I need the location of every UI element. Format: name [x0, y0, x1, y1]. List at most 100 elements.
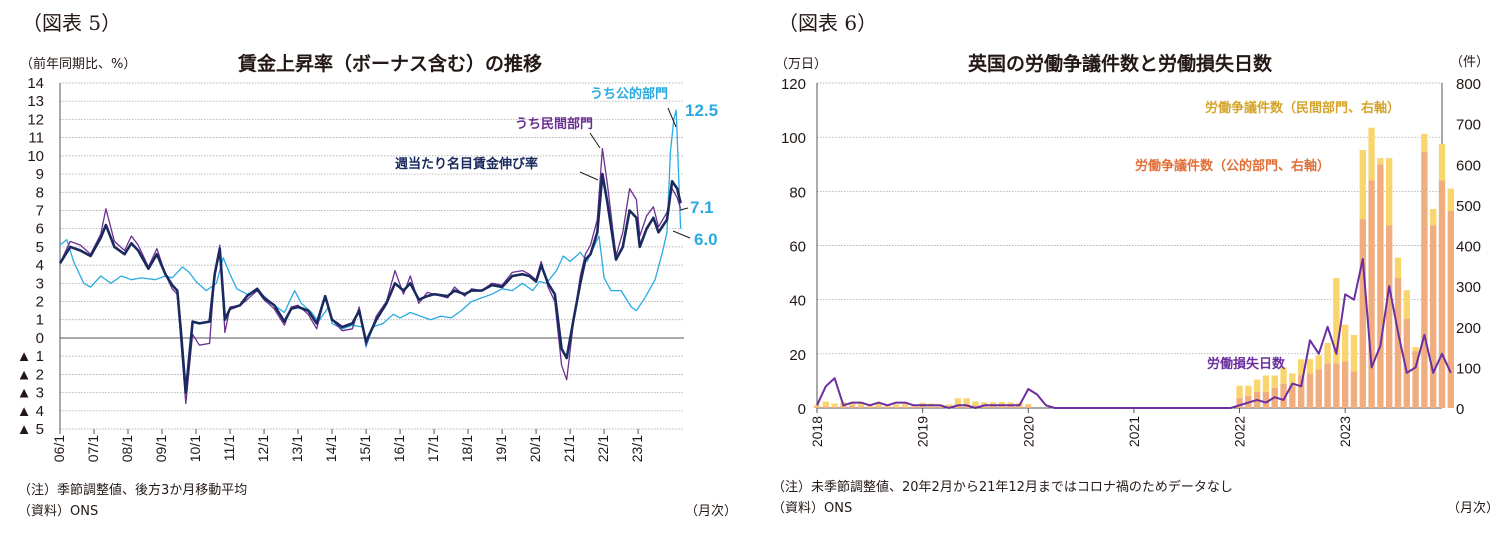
- bar-public-3: [840, 405, 847, 408]
- bar-private-72: [1447, 188, 1454, 211]
- y-tick-label: ▲ 1: [17, 348, 44, 365]
- left-y-tick-label: 60: [789, 239, 806, 256]
- x-tick-label: 21/1: [561, 435, 577, 462]
- annotation-days-lost: 労働損失日数: [1207, 356, 1286, 372]
- x-tick-label: 07/1: [85, 435, 101, 462]
- right-y-tick-label: 600: [1456, 157, 1481, 174]
- figure6-x-unit: （月次）: [1447, 500, 1499, 516]
- figure5-gridlines: [59, 82, 684, 430]
- annotation-public-leader: [667, 107, 677, 128]
- y-tick-label: ▲ 2: [17, 366, 44, 383]
- figure5-title: 賃金上昇率（ボーナス含む）の推移: [237, 52, 542, 75]
- bar-private-0: [813, 404, 821, 407]
- y-tick-label: 8: [36, 184, 44, 201]
- bar-private-9: [893, 404, 900, 407]
- bar-private-54: [1289, 373, 1296, 386]
- right-y-tick-label: 500: [1456, 198, 1481, 215]
- bar-public-56: [1306, 373, 1314, 408]
- bar-public-63: [1368, 180, 1375, 408]
- bar-private-48: [1236, 385, 1243, 398]
- bar-private-56: [1306, 359, 1314, 374]
- bar-public-51: [1262, 391, 1270, 408]
- figure6-right-unit: （件）: [1450, 55, 1489, 70]
- series-line-1: [59, 147, 682, 405]
- left-y-tick-label: 80: [789, 184, 806, 201]
- bar-private-71: [1438, 143, 1446, 181]
- bar-private-70: [1430, 208, 1437, 226]
- left-y-tick-label: 20: [789, 347, 806, 364]
- x-tick-label: 08/1: [119, 435, 135, 462]
- bar-public-2: [831, 406, 838, 408]
- x-tick-label: 13/1: [289, 435, 305, 462]
- figure6-panel: （図表 6） 英国の労働争議件数と労働損失日数 （万日） （件） 0 20 40 60…: [772, 11, 1499, 516]
- bar-public-20: [989, 406, 997, 408]
- annotation-public-sector: うち公的部門: [590, 86, 668, 102]
- bar-private-10: [901, 403, 909, 407]
- x-tick-label: 2019: [915, 416, 931, 447]
- annotation-weekly-leader: [579, 171, 599, 181]
- end-label-private: 7.1: [690, 198, 714, 217]
- bar-public-65: [1386, 225, 1393, 408]
- end-leader-private: [679, 207, 689, 211]
- right-y-tick-label: 300: [1456, 279, 1481, 296]
- bar-public-18: [972, 405, 979, 408]
- y-tick-label: ▲ 4: [17, 403, 44, 420]
- bar-public-1: [822, 406, 829, 408]
- bar-public-6: [866, 406, 873, 408]
- bar-private-1: [822, 401, 829, 407]
- y-tick-label: 3: [36, 275, 44, 292]
- bar-public-19: [981, 405, 988, 408]
- bar-private-49: [1245, 385, 1252, 396]
- annotation-weekly-wage: 週当たり名目賃金伸び率: [395, 156, 538, 172]
- right-y-tick-label: 100: [1456, 360, 1481, 377]
- x-tick-label: 18/1: [459, 435, 475, 462]
- y-tick-label: 9: [36, 166, 44, 183]
- bar-public-7: [875, 406, 882, 408]
- x-tick-label: 23/1: [629, 435, 645, 462]
- bar-public-59: [1333, 363, 1340, 408]
- end-label-public: 12.5: [685, 101, 718, 120]
- y-tick-label: 12: [27, 111, 44, 128]
- bar-public-70: [1430, 225, 1437, 408]
- bar-private-50: [1253, 379, 1261, 392]
- x-tick-label: 2020: [1020, 416, 1036, 447]
- x-tick-label: 14/1: [323, 435, 339, 462]
- y-tick-label: 11: [28, 130, 44, 147]
- x-tick-label: 19/1: [493, 435, 509, 462]
- x-tick-label: 06/1: [51, 435, 67, 462]
- bar-private-55: [1297, 359, 1305, 376]
- bar-public-21: [998, 406, 1006, 408]
- right-y-tick-label: 400: [1456, 239, 1481, 256]
- bar-private-60: [1342, 324, 1349, 362]
- figure5-x-unit: （月次）: [685, 503, 737, 519]
- figure6-left-unit: （万日）: [775, 57, 827, 72]
- figure5-x-ticks: 06/1 07/1 08/1 09/1 10/1 11/1 12/1 13/1 14/1 15/1…: [51, 429, 645, 462]
- figure6-left-y-ticks: 0 20 40 60 80 100 120: [781, 76, 806, 418]
- bar-private-4: [849, 403, 856, 406]
- y-tick-label: 5: [36, 239, 44, 256]
- x-tick-label: 11/1: [221, 435, 237, 461]
- y-tick-label: 7: [36, 202, 44, 219]
- left-y-tick-label: 120: [781, 76, 806, 93]
- bar-private-67: [1403, 290, 1410, 319]
- bar-private-62: [1359, 150, 1366, 220]
- x-tick-label: 12/1: [255, 435, 271, 462]
- bar-private-63: [1368, 127, 1375, 181]
- figure6-note: （注）未季節調整値、20年2月から21年12月まではコロナ禍のためデータなし: [772, 479, 1233, 495]
- left-y-tick-label: 0: [798, 401, 806, 418]
- bar-private-18: [972, 401, 979, 406]
- bar-private-2: [831, 403, 838, 407]
- x-tick-label: 17/1: [425, 435, 441, 462]
- x-tick-label: 2021: [1126, 416, 1142, 447]
- end-leader-weekly: [672, 230, 691, 239]
- bar-public-14: [937, 406, 944, 408]
- figure5-panel: （図表 5） 賃金上昇率（ボーナス含む）の推移 （前年同期比、%） 141312…: [17, 11, 737, 519]
- y-tick-label: 14: [27, 75, 44, 92]
- bar-private-69: [1421, 133, 1428, 153]
- figure6-title: 英国の労働争議件数と労働損失日数: [968, 52, 1273, 75]
- annotation-private-sector: うち民間部門: [515, 116, 593, 132]
- figure6-bars: [813, 127, 1454, 408]
- annotation-private-disputes: 労働争議件数（民間部門、右軸）: [1205, 100, 1400, 116]
- bar-private-57: [1315, 355, 1322, 370]
